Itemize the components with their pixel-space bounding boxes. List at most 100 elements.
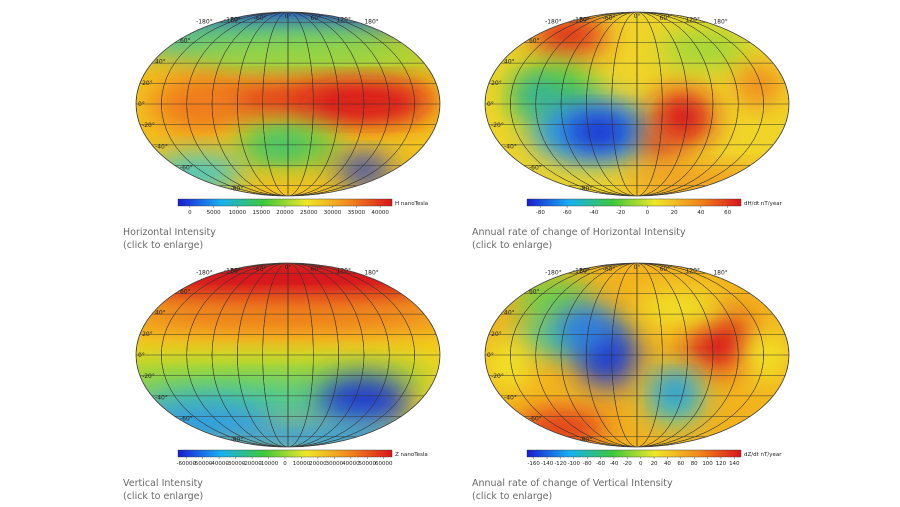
latitude-label: -40° [504,394,517,401]
latitude-label: 20° [142,331,153,338]
colorbar-tick-label: 0 [283,461,287,467]
graticule-meridian [510,263,764,447]
map-outline [484,262,790,448]
map-outline [135,11,441,197]
longitude-label: 180° [713,19,727,26]
longitude-label: -60° [254,15,267,22]
caption: Annual rate of change of Vertical Intens… [472,478,673,489]
colorbar-tick-label: -40000 [209,461,229,467]
colorbar [177,198,393,207]
graticule-meridian [535,263,739,447]
colorbar [526,449,742,458]
latitude-label: -60° [180,415,193,422]
color-region [565,113,633,150]
latitude-label: 40° [155,310,166,317]
graticule-meridian [560,263,714,447]
map-image[interactable] [75,245,470,457]
graticule-meridian [560,12,714,196]
colorbar-tick-label: -10000 [259,461,279,467]
latitude-label: -80° [230,437,243,444]
colorbar-tick-label: 40 [697,210,704,216]
graticule-meridian [586,263,688,447]
longitude-label: 180° [364,19,378,26]
colorbar-tick-label: -20 [623,461,632,467]
colorbar-tick-label: -40 [609,461,618,467]
map-panel: -180° -120° -60° 0° 60° 120° 180° 80° 60° 40° 20° 0… [472,262,790,502]
colorbar-tick-label: 0 [188,210,192,216]
colorbar-tick-label: 40000 [371,210,389,216]
latitude-label: 0° [138,101,145,108]
colorbar-tick-label: 50000 [359,461,377,467]
enlarge-link[interactable]: (click to enlarge) [123,491,203,502]
colorbar-tick-label: 80 [691,461,698,467]
latitude-label: -20° [491,373,504,380]
color-region [181,35,440,72]
longitude-label: 60° [311,266,322,273]
graticule-meridian [611,12,663,196]
colorbar-tick-label: 10000 [229,210,247,216]
longitude-label: 0° [285,264,292,271]
color-region [318,375,410,427]
colorbar-tick-label: -60 [596,461,605,467]
latitude-label: 0° [487,101,494,108]
colorbar-tick-label: -80 [583,461,592,467]
longitude-label: 60° [660,266,671,273]
latitude-label: -80° [579,437,592,444]
longitude-label: -60° [603,15,616,22]
map-panel: -180° -120° -60° 0° 60° 120° 180° 80° 60° 40° 20° 0… [121,0,455,251]
graticule-meridian [611,263,663,447]
colorbar-tick-label: 100 [702,461,713,467]
latitude-label: 0° [138,352,145,359]
map-outline [135,262,441,448]
colorbar-units: Z nanoTesla [395,452,428,458]
colorbar [177,449,393,458]
color-region [637,290,729,328]
longitude-label: 60° [311,15,322,22]
color-region [253,134,308,157]
color-region [659,378,691,406]
longitude-label: 120° [337,268,351,275]
map-image[interactable] [485,263,789,447]
latitude-label: -20° [142,122,155,129]
enlarge-link[interactable]: (click to enlarge) [472,491,552,502]
map-image[interactable] [485,12,789,196]
color-region [735,67,782,104]
colorbar-tick-label: -30000 [226,461,246,467]
caption: Vertical Intensity [123,478,203,489]
color-region [485,336,531,392]
colorbar-tick-label: 60000 [375,461,393,467]
colorbar-tick-label: -20000 [242,461,262,467]
latitude-label: 0° [487,352,494,359]
color-region [556,304,612,351]
latitude-label: -80° [579,186,592,193]
colorbar-tick-label: -120 [554,461,567,467]
map-image[interactable] [121,0,455,196]
graticule-meridian [211,12,365,196]
longitude-label: -180° [545,19,562,26]
colorbar-tick-label: 20 [671,210,678,216]
latitude-label: 20° [491,331,502,338]
map-outline [484,11,790,197]
colorbar-tick-label: -80 [536,210,545,216]
colorbar-units: dZ/dt nT/year [744,452,782,458]
latitude-label: 40° [155,59,166,66]
caption: Horizontal Intensity [123,227,216,238]
latitude-label: 80° [230,267,241,274]
color-region [530,14,607,56]
colorbar-tick-label: -100 [568,461,581,467]
colorbar-tick-label: 15000 [252,210,270,216]
graticule-meridian [535,12,739,196]
latitude-label: 20° [491,80,502,87]
longitude-label: 0° [285,13,292,20]
colorbar-tick-label: 20000 [309,461,327,467]
latitude-label: 80° [579,16,590,23]
colorbar-tick-label: -140 [541,461,554,467]
graticule-meridian [262,263,314,447]
enlarge-link[interactable]: (click to enlarge) [472,240,552,251]
colorbar-tick-label: -50000 [193,461,213,467]
latitude-label: 80° [230,16,241,23]
color-region [336,155,392,185]
color-region [519,81,557,109]
longitude-label: 0° [634,13,641,20]
enlarge-link[interactable]: (click to enlarge) [123,240,203,251]
